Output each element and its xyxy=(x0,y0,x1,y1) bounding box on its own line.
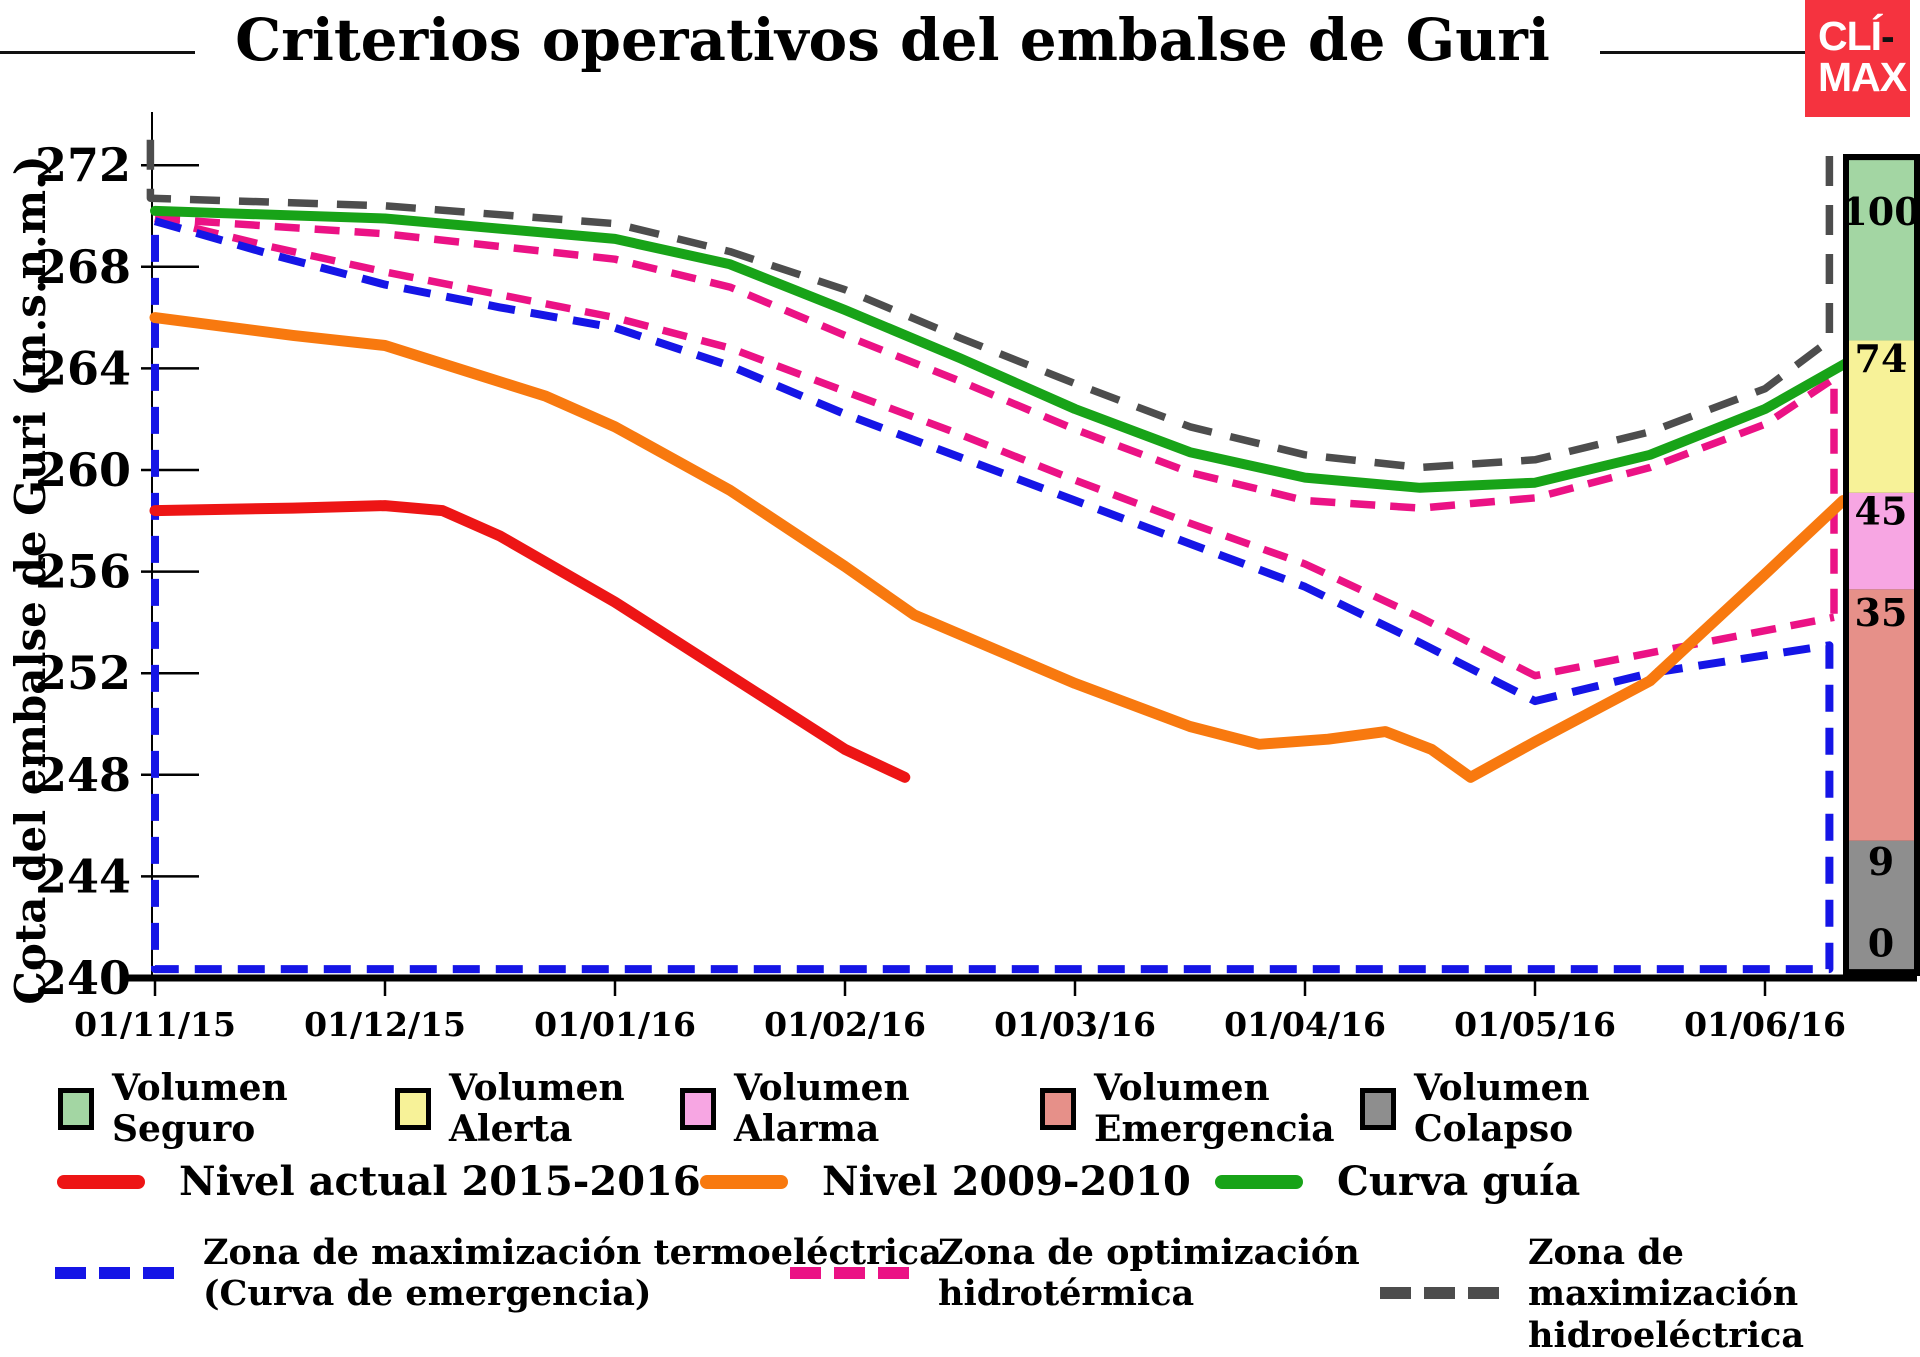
x-tick-label: 01/02/16 xyxy=(764,1005,926,1044)
legend-line-label: Nivel 2009-2010 xyxy=(822,1158,1191,1205)
y-tick-label: 264 xyxy=(35,341,131,395)
legend-line-label: Nivel actual 2015-2016 xyxy=(179,1158,701,1205)
series-zona-de-optimizacion-hidrotermica-limite-inferior xyxy=(154,214,1835,680)
climax-logo: CLÍ- MAX xyxy=(1805,0,1910,117)
y-tick-label: 252 xyxy=(35,646,131,700)
colorbar-label: 74 xyxy=(1855,336,1908,381)
x-tick-label: 01/03/16 xyxy=(994,1005,1156,1044)
series-nivel-actual-2015-2016 xyxy=(149,500,911,783)
legend-zone-label: Volumen Colapso xyxy=(1414,1067,1590,1150)
y-tick-label: 260 xyxy=(35,443,131,497)
legend-swatch-colapso xyxy=(1360,1087,1396,1130)
y-tick-label: 256 xyxy=(35,545,131,599)
colorbar-section-volumen-seguro xyxy=(1849,160,1914,341)
colorbar-label: 100 xyxy=(1841,189,1920,234)
title-rule-right xyxy=(1600,51,1805,54)
colorbar-label: 45 xyxy=(1855,489,1908,534)
legend-line-nivel-actual-2015-2016: Nivel actual 2015-2016 xyxy=(57,1158,701,1205)
colorbar-label: 35 xyxy=(1855,590,1908,635)
legend-line-label: Curva guía xyxy=(1337,1158,1581,1205)
logo-dash: - xyxy=(1881,13,1895,59)
legend-dashed-curva-de-emergencia: Zona de maximización termoeléctrica (Curv… xyxy=(55,1232,942,1315)
x-tick-label: 01/01/16 xyxy=(534,1005,696,1044)
y-tick-label: 272 xyxy=(35,138,131,192)
legend-swatch-alerta xyxy=(395,1087,431,1130)
x-tick-label: 01/04/16 xyxy=(1224,1005,1386,1044)
legend-zone-seguro: Volumen Seguro xyxy=(58,1068,288,1149)
legend-dashed-label: Zona de optimización hidrotérmica xyxy=(938,1232,1360,1315)
legend-zone-label: Volumen Alerta xyxy=(449,1067,625,1150)
colorbar-label: 9 xyxy=(1868,839,1894,884)
series-curva-guia xyxy=(150,205,1856,493)
x-tick-label: 01/06/16 xyxy=(1684,1005,1846,1044)
y-axis-title: Cota del embalse de Guri (m.s.n.m.) xyxy=(6,155,55,1004)
legend: Volumen Seguro Volumen Alerta Volumen Alarma V… xyxy=(0,1050,1920,1357)
y-tick-label: 248 xyxy=(35,748,131,802)
y-tick-label: 244 xyxy=(35,849,131,903)
series-zona-de-maximizacion-hidroelectrica xyxy=(146,139,1834,472)
series-group xyxy=(146,139,1856,974)
legend-dash-swatch xyxy=(55,1264,187,1283)
legend-swatch-alarma xyxy=(680,1087,716,1130)
legend-dashed-hidroelectrica: Zona de maximización hidroeléctrica xyxy=(1380,1232,1920,1356)
legend-dashed-label: Zona de maximización hidroeléctrica xyxy=(1528,1232,1805,1356)
legend-zone-label: Volumen Seguro xyxy=(112,1067,288,1150)
legend-line-curva-guia: Curva guía xyxy=(1215,1158,1580,1205)
x-tick-label: 01/12/15 xyxy=(304,1005,466,1044)
colorbar: 100 74 45 35 9 0 xyxy=(1841,154,1920,976)
chart-canvas: Cota del embalse de Guri (m.s.n.m.) 2722… xyxy=(6,112,1920,1044)
colorbar-section-volumen-alerta xyxy=(1849,340,1914,493)
colorbar-section-volumen-alarma xyxy=(1849,492,1914,590)
legend-zone-colapso: Volumen Colapso xyxy=(1360,1068,1590,1149)
x-tick-label: 01/05/16 xyxy=(1454,1005,1616,1044)
colorbar-section-volumen-emergencia xyxy=(1849,589,1914,841)
page-title: Criterios operativos del embalse de Guri xyxy=(235,6,1550,74)
series-zona-de-optimizacion-hidrotermica-limite-superior xyxy=(154,214,1838,618)
y-tick-label: 240 xyxy=(35,951,131,1005)
colorbar-section-volumen-colapso xyxy=(1849,840,1914,970)
legend-zone-label: Volumen Emergencia xyxy=(1094,1067,1335,1150)
legend-dashed-hidrotermica: Zona de optimización hidrotérmica xyxy=(790,1232,1360,1315)
legend-zone-alarma: Volumen Alarma xyxy=(680,1068,910,1149)
logo-line2: MAX xyxy=(1818,54,1907,100)
legend-dashed-label: Zona de maximización termoeléctrica (Curv… xyxy=(203,1232,942,1315)
legend-dash-swatch xyxy=(1380,1284,1512,1303)
legend-zone-alerta: Volumen Alerta xyxy=(395,1068,625,1149)
legend-swatch-seguro xyxy=(58,1087,94,1130)
title-rule-left xyxy=(0,51,195,54)
logo-line1: CLÍ xyxy=(1818,13,1882,59)
legend-zone-label: Volumen Alarma xyxy=(734,1067,910,1150)
x-tick-label: 01/11/15 xyxy=(74,1005,236,1044)
legend-line-swatch xyxy=(57,1174,145,1189)
legend-line-swatch xyxy=(700,1174,788,1189)
legend-swatch-emergencia xyxy=(1040,1087,1076,1130)
y-tick-label: 268 xyxy=(35,240,131,294)
series-nivel-2009-2010 xyxy=(149,312,1849,783)
legend-zone-emergencia: Volumen Emergencia xyxy=(1040,1068,1335,1149)
series-zona-de-maximizacion-termoelectrica-curva-de-emergencia xyxy=(151,217,1834,974)
legend-dash-swatch xyxy=(790,1264,922,1283)
legend-line-swatch xyxy=(1215,1174,1303,1189)
colorbar-label: 0 xyxy=(1868,920,1894,965)
legend-line-nivel-2009-2010: Nivel 2009-2010 xyxy=(700,1158,1191,1205)
